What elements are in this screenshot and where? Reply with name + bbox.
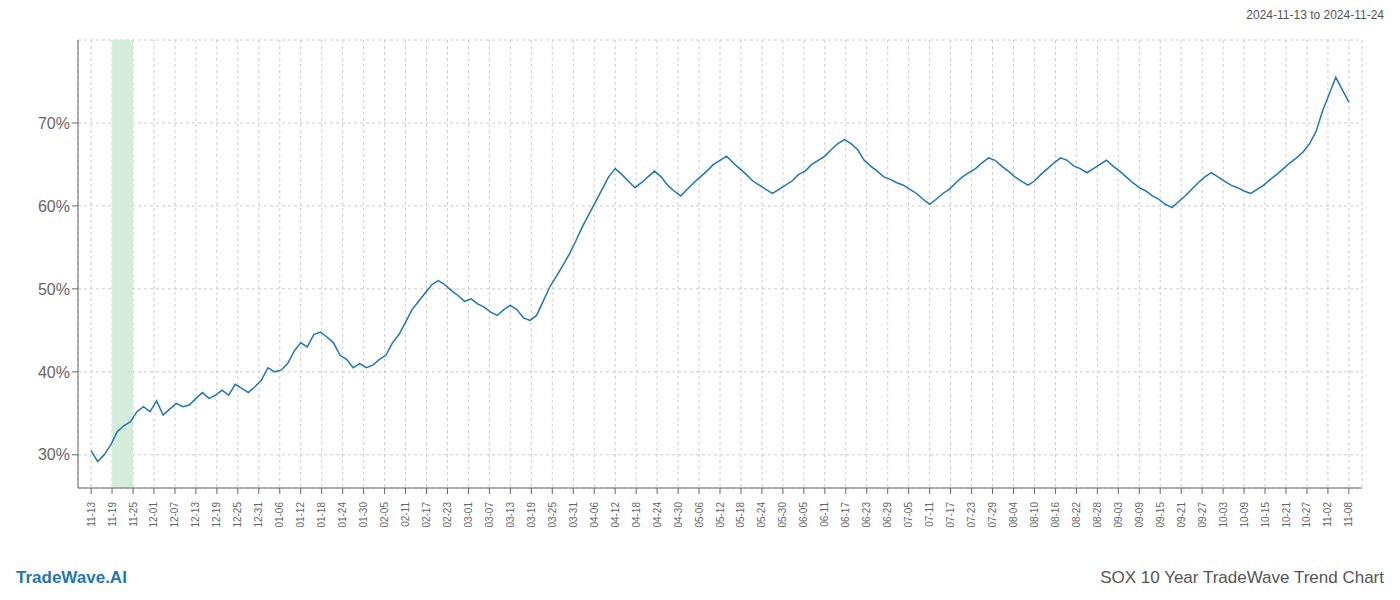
svg-text:70%: 70%	[38, 115, 70, 132]
svg-text:01-12: 01-12	[295, 502, 306, 528]
svg-text:09-15: 09-15	[1155, 502, 1166, 528]
svg-text:06-23: 06-23	[861, 502, 872, 528]
svg-text:09-09: 09-09	[1134, 502, 1145, 528]
svg-text:01-06: 01-06	[274, 502, 285, 528]
html-text:2024-11-13 to 2024-11-24: 2024-11-13 to 2024-11-24	[1246, 8, 1384, 22]
svg-text:11-08: 11-08	[1343, 502, 1354, 527]
svg-text:05-18: 05-18	[735, 502, 746, 528]
svg-text:04-06: 04-06	[589, 502, 600, 528]
svg-text:50%: 50%	[38, 281, 70, 298]
html-text:TradeWave.AI: TradeWave.AI	[16, 568, 127, 587]
svg-text:07-29: 07-29	[987, 502, 998, 528]
svg-text:08-28: 08-28	[1092, 502, 1103, 528]
svg-text:11-25: 11-25	[128, 502, 139, 527]
svg-text:07-17: 07-17	[945, 502, 956, 528]
svg-text:08-22: 08-22	[1071, 502, 1082, 528]
svg-text:01-24: 01-24	[337, 502, 348, 528]
svg-text:10-09: 10-09	[1239, 502, 1250, 528]
svg-text:02-23: 02-23	[442, 502, 453, 528]
svg-text:04-30: 04-30	[673, 502, 684, 528]
svg-text:04-12: 04-12	[610, 502, 621, 528]
svg-text:09-21: 09-21	[1176, 502, 1187, 528]
svg-text:08-04: 08-04	[1008, 502, 1019, 528]
svg-text:09-27: 09-27	[1197, 502, 1208, 528]
svg-text:12-19: 12-19	[211, 502, 222, 528]
svg-text:02-17: 02-17	[421, 502, 432, 528]
svg-text:12-07: 12-07	[169, 502, 180, 528]
svg-text:08-16: 08-16	[1050, 502, 1061, 528]
svg-text:06-29: 06-29	[882, 502, 893, 528]
svg-text:12-01: 12-01	[148, 502, 159, 528]
svg-text:10-27: 10-27	[1301, 502, 1312, 528]
svg-text:30%: 30%	[38, 446, 70, 463]
svg-text:06-17: 06-17	[840, 502, 851, 528]
svg-text:01-18: 01-18	[316, 502, 327, 528]
svg-text:04-18: 04-18	[631, 502, 642, 528]
svg-text:11-19: 11-19	[107, 502, 118, 527]
svg-text:02-11: 02-11	[400, 502, 411, 527]
svg-text:06-11: 06-11	[819, 502, 830, 527]
svg-text:03-31: 03-31	[568, 502, 579, 528]
svg-text:03-07: 03-07	[484, 502, 495, 528]
svg-text:08-10: 08-10	[1029, 502, 1040, 528]
svg-text:02-05: 02-05	[379, 502, 390, 528]
svg-text:01-30: 01-30	[358, 502, 369, 528]
svg-text:09-03: 09-03	[1113, 502, 1124, 528]
svg-text:10-15: 10-15	[1260, 502, 1271, 528]
svg-text:11-02: 11-02	[1322, 502, 1333, 527]
svg-text:06-05: 06-05	[798, 502, 809, 528]
svg-text:03-19: 03-19	[526, 502, 537, 528]
svg-text:60%: 60%	[38, 198, 70, 215]
svg-text:07-05: 07-05	[903, 502, 914, 528]
svg-text:05-30: 05-30	[777, 502, 788, 528]
svg-text:12-13: 12-13	[190, 502, 201, 528]
svg-text:40%: 40%	[38, 364, 70, 381]
html-text:SOX 10 Year TradeWave Trend Ch: SOX 10 Year TradeWave Trend Chart	[1100, 568, 1384, 587]
svg-text:03-25: 03-25	[547, 502, 558, 528]
svg-text:12-25: 12-25	[232, 502, 243, 528]
svg-text:03-01: 03-01	[463, 502, 474, 528]
svg-text:10-21: 10-21	[1281, 502, 1292, 528]
svg-text:03-13: 03-13	[505, 502, 516, 528]
svg-text:07-23: 07-23	[966, 502, 977, 528]
svg-text:05-06: 05-06	[694, 502, 705, 528]
svg-text:10-03: 10-03	[1218, 502, 1229, 528]
svg-text:04-24: 04-24	[652, 502, 663, 528]
svg-text:12-31: 12-31	[253, 502, 264, 528]
svg-text:05-12: 05-12	[715, 502, 726, 528]
svg-text:05-24: 05-24	[756, 502, 767, 528]
svg-text:07-11: 07-11	[924, 502, 935, 527]
svg-text:11-13: 11-13	[86, 502, 97, 527]
